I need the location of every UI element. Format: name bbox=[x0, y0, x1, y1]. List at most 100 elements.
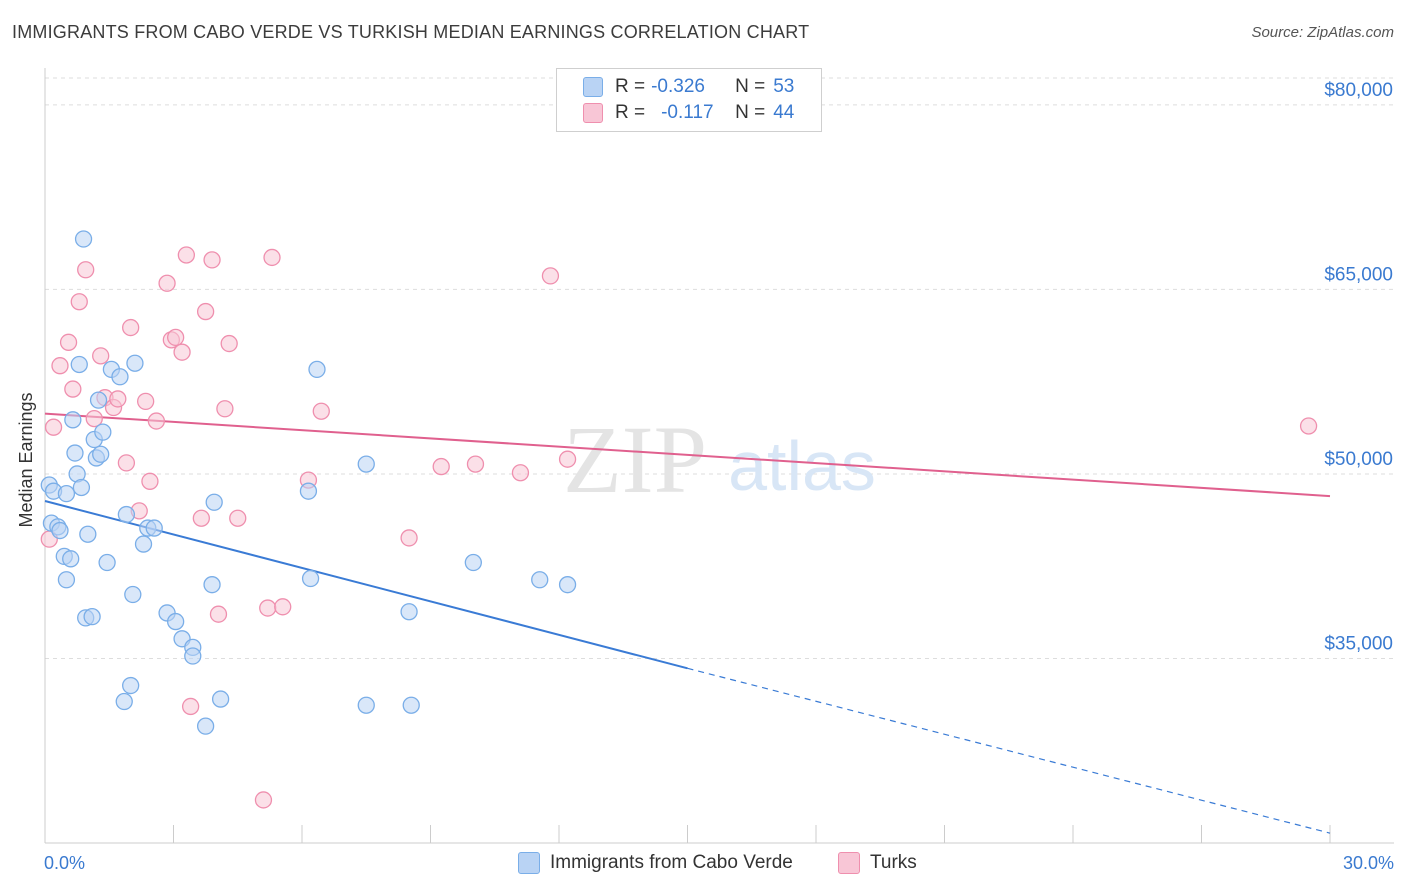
point-turks bbox=[1299, 417, 1318, 435]
legend-swatch-turks bbox=[583, 103, 603, 123]
point-cabo-verde bbox=[357, 696, 375, 714]
point-cabo-verde bbox=[126, 354, 144, 372]
point-turks bbox=[312, 402, 330, 420]
point-cabo-verde bbox=[92, 445, 110, 463]
legend-label-turks: Turks bbox=[870, 852, 917, 873]
point-cabo-verde bbox=[72, 478, 91, 497]
point-turks bbox=[209, 605, 228, 623]
point-turks bbox=[147, 412, 166, 430]
y-tick-label-1: $50,000 bbox=[1324, 449, 1393, 470]
x-tick-label-end: 30.0% bbox=[1343, 853, 1394, 873]
point-cabo-verde bbox=[134, 535, 153, 553]
r-value-turks: -0.117 bbox=[661, 102, 714, 123]
legend-row-turks: R = -0.117 N = 44 bbox=[583, 101, 794, 125]
point-cabo-verde bbox=[124, 585, 142, 604]
point-cabo-verde bbox=[145, 519, 163, 537]
point-cabo-verde bbox=[122, 676, 140, 695]
point-cabo-verde bbox=[62, 550, 80, 568]
point-cabo-verde bbox=[57, 484, 76, 503]
point-cabo-verde bbox=[66, 444, 84, 462]
point-turks bbox=[177, 246, 196, 264]
point-cabo-verde bbox=[57, 571, 76, 589]
legend-item-turks[interactable]: Turks bbox=[838, 852, 917, 874]
point-cabo-verde bbox=[308, 360, 326, 379]
point-cabo-verde bbox=[357, 455, 375, 473]
legend-swatch-cabo-verde bbox=[583, 77, 603, 97]
point-turks bbox=[85, 409, 103, 428]
point-turks bbox=[64, 380, 82, 398]
r-label: R = bbox=[615, 76, 646, 97]
point-turks bbox=[122, 318, 140, 337]
point-turks bbox=[263, 248, 281, 267]
trend-line-turks bbox=[44, 412, 1331, 498]
y-tick-label-2: $65,000 bbox=[1324, 264, 1393, 285]
watermark: ZIP atlas bbox=[563, 406, 876, 513]
point-cabo-verde bbox=[74, 230, 93, 248]
point-cabo-verde bbox=[205, 493, 223, 511]
legend-swatch-cabo-verde bbox=[518, 852, 540, 874]
point-turks bbox=[137, 392, 155, 411]
series-legend: Immigrants from Cabo Verde Turks bbox=[0, 852, 1406, 878]
y-tick-label-3: $80,000 bbox=[1324, 80, 1393, 101]
point-cabo-verde bbox=[115, 692, 133, 711]
legend-item-cabo-verde[interactable]: Immigrants from Cabo Verde bbox=[518, 852, 793, 874]
point-cabo-verde bbox=[83, 608, 101, 626]
point-cabo-verde bbox=[70, 355, 88, 374]
point-turks bbox=[220, 334, 238, 353]
point-turks bbox=[173, 343, 191, 361]
chart-title: IMMIGRANTS FROM CABO VERDE VS TURKISH ME… bbox=[12, 22, 810, 42]
point-cabo-verde bbox=[51, 521, 69, 540]
point-turks bbox=[432, 457, 450, 476]
point-cabo-verde bbox=[464, 553, 482, 572]
point-cabo-verde bbox=[301, 569, 320, 588]
point-turks bbox=[196, 302, 215, 321]
point-turks bbox=[216, 400, 234, 418]
point-cabo-verde bbox=[558, 576, 577, 594]
n-label: N = bbox=[735, 76, 766, 97]
point-turks bbox=[259, 599, 277, 617]
point-cabo-verde bbox=[299, 482, 318, 500]
point-cabo-verde bbox=[166, 612, 185, 631]
legend-row-cabo-verde: R = -0.326 N = 53 bbox=[583, 75, 794, 99]
legend-label-cabo-verde: Immigrants from Cabo Verde bbox=[550, 852, 793, 873]
r-label: R = bbox=[615, 102, 646, 123]
point-turks bbox=[141, 472, 159, 490]
source-label: Source: ZipAtlas.com bbox=[1251, 24, 1394, 41]
n-value-cabo-verde: 53 bbox=[773, 76, 795, 97]
points-layer bbox=[40, 230, 1318, 809]
point-cabo-verde bbox=[203, 576, 221, 594]
point-turks bbox=[92, 347, 110, 365]
point-turks bbox=[44, 418, 63, 436]
x-tick-label-start: 0.0% bbox=[44, 853, 85, 873]
point-turks bbox=[541, 267, 560, 285]
point-turks bbox=[109, 390, 127, 408]
point-turks bbox=[181, 697, 200, 716]
grid-layer bbox=[45, 77, 1394, 659]
point-cabo-verde bbox=[111, 368, 129, 386]
point-cabo-verde bbox=[400, 603, 418, 621]
point-cabo-verde bbox=[117, 505, 136, 524]
point-cabo-verde bbox=[79, 525, 97, 543]
point-turks bbox=[511, 464, 530, 482]
legend-swatch-turks bbox=[838, 852, 860, 874]
point-turks bbox=[229, 509, 247, 527]
point-turks bbox=[558, 450, 577, 468]
point-turks bbox=[70, 293, 88, 311]
point-turks bbox=[158, 274, 176, 292]
point-cabo-verde bbox=[402, 696, 420, 714]
point-cabo-verde bbox=[211, 690, 230, 708]
point-turks bbox=[166, 328, 185, 347]
point-turks bbox=[51, 357, 69, 375]
point-turks bbox=[117, 454, 136, 472]
point-turks bbox=[466, 455, 485, 473]
point-cabo-verde bbox=[98, 553, 116, 572]
y-axis-label: Median Earnings bbox=[16, 392, 36, 527]
n-value-turks: 44 bbox=[773, 102, 795, 123]
point-turks bbox=[254, 791, 273, 809]
point-turks bbox=[203, 251, 221, 269]
point-cabo-verde bbox=[94, 423, 112, 441]
point-turks bbox=[77, 261, 95, 279]
trend-line-cabo-verde-extrapolated bbox=[687, 667, 1331, 834]
point-turks bbox=[274, 598, 292, 616]
